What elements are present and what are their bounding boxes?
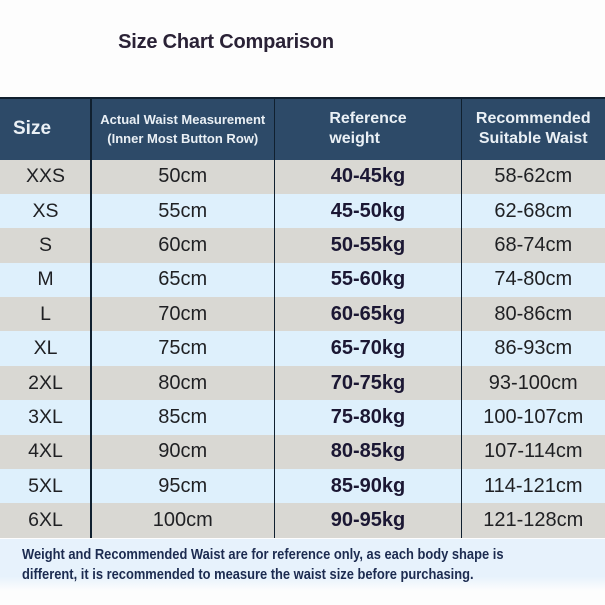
column-header-waist-line2: (Inner Most Button Row) xyxy=(107,131,259,147)
waist-cell: 85cm xyxy=(158,405,208,428)
recommended-cell: 68-74cm xyxy=(494,233,573,256)
size-cell: XL xyxy=(33,337,58,360)
column-divider xyxy=(460,99,463,538)
column-header-size: Size xyxy=(13,118,52,140)
table-row: L 70cm 60-65kg 80-86cm xyxy=(0,297,605,332)
table-row: 4XL 90cm 80-85kg 107-114cm xyxy=(0,434,605,470)
table-row: 3XL 85cm 75-80kg 100-107cm xyxy=(0,400,605,435)
waist-cell: 70cm xyxy=(158,302,208,325)
size-cell: XS xyxy=(32,199,59,222)
column-header-weight-line2: weight xyxy=(329,130,380,148)
page-title: Size Chart Comparison xyxy=(118,31,334,53)
waist-cell: 80cm xyxy=(158,371,208,394)
column-header-waist-line1: Actual Waist Measurement xyxy=(100,111,266,127)
table-row: 6XL 100cm 90-95kg 121-128cm xyxy=(0,503,605,538)
weight-cell: 50-55kg xyxy=(330,233,406,256)
reference-note-line2: different, it is recommended to measure … xyxy=(22,565,474,583)
size-cell: 3XL xyxy=(28,405,63,428)
column-header-recommended: Recommended Suitable Waist xyxy=(462,109,605,150)
weight-cell: 90-95kg xyxy=(330,509,406,532)
size-cell: 4XL xyxy=(28,440,63,463)
size-cell: 2XL xyxy=(28,371,63,394)
table-row: XS 55cm 45-50kg 62-68cm xyxy=(0,193,605,229)
column-header-weight-line1: Reference xyxy=(329,109,407,127)
recommended-cell: 80-86cm xyxy=(494,302,573,325)
reference-note-line1: Weight and Recommended Waist are for ref… xyxy=(22,545,504,563)
column-header-recommended-line2: Suitable Waist xyxy=(478,130,588,148)
column-header-recommended-line1: Recommended xyxy=(475,109,591,127)
size-cell: 5XL xyxy=(28,474,63,497)
weight-cell: 45-50kg xyxy=(330,199,406,222)
table-row: 5XL 95cm 85-90kg 114-121cm xyxy=(0,469,605,504)
size-cell: 6XL xyxy=(28,509,63,532)
table-row: 2XL 80cm 70-75kg 93-100cm xyxy=(0,365,605,401)
table-header-row: Size Actual Waist Measurement (Inner Mos… xyxy=(0,99,605,160)
recommended-cell: 121-128cm xyxy=(483,509,584,532)
size-cell: XXS xyxy=(25,165,66,188)
column-header-weight: Reference weight xyxy=(275,109,462,150)
recommended-cell: 86-93cm xyxy=(494,337,573,360)
column-header-waist: Actual Waist Measurement (Inner Most But… xyxy=(91,110,275,149)
waist-cell: 100cm xyxy=(152,509,213,532)
waist-cell: 65cm xyxy=(158,268,208,291)
weight-cell: 40-45kg xyxy=(330,165,406,188)
waist-cell: 95cm xyxy=(158,474,208,497)
size-cell: M xyxy=(37,268,54,291)
weight-cell: 70-75kg xyxy=(330,371,406,394)
recommended-cell: 107-114cm xyxy=(483,440,583,463)
recommended-cell: 62-68cm xyxy=(494,199,573,222)
size-cell: L xyxy=(40,302,51,325)
waist-cell: 60cm xyxy=(158,233,208,256)
weight-cell: 80-85kg xyxy=(330,440,406,463)
recommended-cell: 58-62cm xyxy=(494,165,573,188)
waist-cell: 75cm xyxy=(158,337,208,360)
weight-cell: 55-60kg xyxy=(330,268,406,291)
table-body: XXS 50cm 40-45kg 58-62cm XS 55cm 45-50kg 62-68c… xyxy=(0,159,605,538)
weight-cell: 75-80kg xyxy=(330,405,406,428)
recommended-cell: 74-80cm xyxy=(494,268,573,291)
weight-cell: 85-90kg xyxy=(330,474,406,497)
recommended-cell: 114-121cm xyxy=(483,474,583,497)
weight-cell: 65-70kg xyxy=(330,337,406,360)
table-row: XL 75cm 65-70kg 86-93cm xyxy=(0,331,605,366)
waist-cell: 50cm xyxy=(158,165,208,188)
waist-cell: 55cm xyxy=(158,199,208,222)
table-row: XXS 50cm 40-45kg 58-62cm xyxy=(0,159,605,194)
table-row: M 65cm 55-60kg 74-80cm xyxy=(0,262,605,298)
recommended-cell: 93-100cm xyxy=(488,371,578,394)
reference-note: Weight and Recommended Waist are for ref… xyxy=(0,538,605,591)
column-divider xyxy=(90,99,92,538)
weight-cell: 60-65kg xyxy=(330,302,406,325)
recommended-cell: 100-107cm xyxy=(483,405,584,428)
size-chart-table: Size Actual Waist Measurement (Inner Mos… xyxy=(0,97,605,538)
size-cell: S xyxy=(38,233,52,256)
column-divider xyxy=(273,99,276,538)
table-row: S 60cm 50-55kg 68-74cm xyxy=(0,228,605,263)
waist-cell: 90cm xyxy=(158,440,208,463)
